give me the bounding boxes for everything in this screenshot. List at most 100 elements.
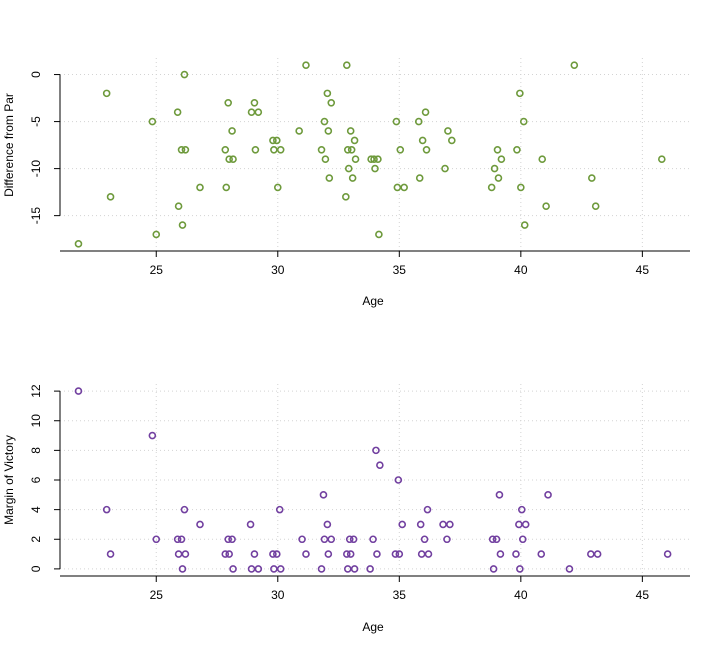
x-tick-label: 40 (514, 588, 528, 602)
data-point (422, 145, 431, 154)
data-point (487, 183, 496, 192)
data-point (320, 117, 329, 126)
data-point (544, 491, 552, 499)
data-point (178, 565, 187, 573)
y-tick-label: -5 (29, 116, 43, 127)
data-point (371, 164, 379, 173)
data-point (490, 164, 499, 173)
data-point (370, 155, 378, 164)
data-point (181, 145, 190, 154)
data-point (273, 183, 282, 192)
data-point (254, 565, 263, 573)
data-point (344, 164, 353, 173)
y-tick-label: 10 (29, 414, 43, 428)
x-axis-title: Age (362, 294, 384, 308)
data-point (247, 108, 256, 116)
data-point (225, 155, 233, 164)
data-point (174, 550, 183, 558)
data-point (298, 535, 306, 544)
data-point (351, 155, 360, 164)
data-point (441, 164, 449, 173)
x-axis-title: Age (362, 620, 384, 634)
y-tick-label: 2 (29, 536, 43, 543)
x-tick-label: 25 (150, 263, 164, 277)
data-point (152, 230, 161, 239)
data-point (343, 565, 352, 573)
data-point (196, 183, 204, 192)
y-tick-label: 0 (29, 71, 43, 78)
data-point (516, 89, 524, 98)
data-point (246, 520, 255, 529)
data-point (180, 70, 189, 79)
data-point (346, 127, 355, 135)
y-axis-title: Margin of Victory (2, 435, 16, 525)
data-point (221, 550, 230, 558)
data-point (373, 550, 381, 558)
data-point (350, 136, 359, 145)
data-point (492, 535, 501, 544)
x-tick-label: 25 (150, 588, 164, 602)
data-point (496, 550, 505, 558)
data-point (177, 535, 186, 544)
data-point (423, 505, 432, 514)
data-point (324, 127, 333, 135)
data-point (247, 565, 256, 573)
y-tick-label: 8 (29, 447, 43, 454)
y-tick-label: 6 (29, 476, 43, 483)
data-point (497, 155, 506, 164)
data-point (346, 550, 355, 558)
y-tick-label: -15 (29, 207, 43, 225)
data-point (414, 117, 423, 126)
data-point (518, 535, 527, 544)
data-point (224, 535, 232, 544)
data-point (495, 491, 504, 499)
data-point (374, 155, 382, 164)
data-point (302, 61, 310, 69)
panel-margin-of-victory: Age Margin of Victory 25 30 35 40 45 0 2 4 6 8 10 1… (2, 384, 690, 634)
data-point (418, 136, 427, 145)
data-point (658, 155, 666, 164)
data-point (229, 155, 237, 164)
data-point (270, 565, 278, 573)
data-point (273, 136, 281, 145)
data-point (178, 221, 187, 229)
data-point (275, 505, 284, 514)
data-point (591, 202, 600, 211)
data-point (542, 202, 550, 211)
data-point (521, 520, 530, 529)
data-point (173, 108, 182, 116)
data-point (588, 174, 596, 182)
data-point (181, 550, 190, 558)
x-tick-label: 30 (271, 588, 285, 602)
data-point (448, 136, 456, 145)
data-point (222, 183, 231, 192)
data-point (593, 550, 602, 558)
x-tick-label: 45 (636, 263, 650, 277)
data-point (221, 145, 230, 154)
data-point (446, 520, 454, 529)
data-point (565, 565, 574, 573)
data-point (302, 550, 310, 558)
data-point (276, 145, 285, 154)
data-point (317, 145, 326, 154)
data-point (343, 145, 352, 154)
data-point (173, 535, 182, 544)
y-axis-title: Difference from Par (2, 93, 16, 197)
data-point (251, 145, 260, 154)
x-tick-label: 45 (636, 588, 650, 602)
data-point (269, 136, 277, 145)
data-point (417, 550, 426, 558)
data-point (323, 89, 332, 98)
data-point (229, 565, 237, 573)
data-point (180, 505, 189, 514)
data-point (254, 108, 263, 116)
data-point (494, 174, 503, 182)
data-point (391, 550, 400, 558)
data-point (444, 127, 452, 135)
data-point (395, 550, 404, 558)
data-point (396, 145, 405, 154)
data-point (424, 550, 433, 558)
data-point (148, 117, 157, 126)
data-point (398, 520, 407, 529)
